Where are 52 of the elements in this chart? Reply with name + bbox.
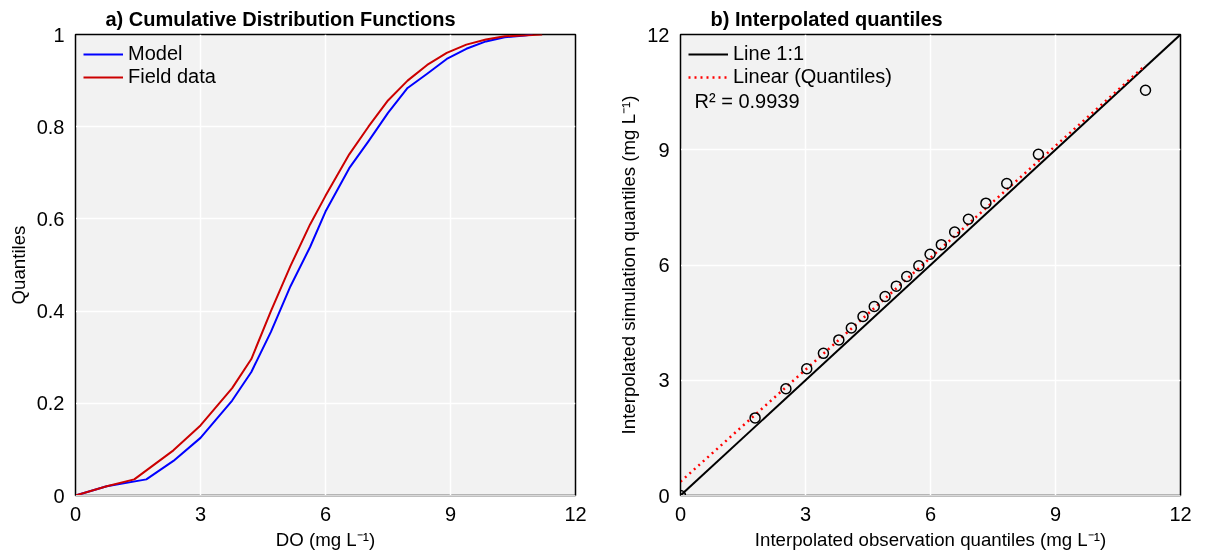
x-tick-label: 9 — [444, 502, 457, 525]
point — [962, 213, 975, 226]
y-tick-label: 0.2 — [36, 392, 65, 415]
x-tick-label: 0 — [69, 502, 82, 525]
annotation: R² = 0.9939 — [694, 89, 800, 112]
point — [780, 382, 792, 395]
point — [833, 334, 845, 346]
x-tick-label: 3 — [799, 502, 812, 525]
point — [980, 197, 992, 209]
chart-title: b) Interpolated quantiles — [710, 7, 943, 30]
chart-title: a) Cumulative Distribution Functions — [105, 7, 456, 30]
point — [801, 362, 813, 375]
y-tick-label: 0.8 — [36, 115, 65, 138]
point — [1139, 84, 1152, 96]
x-axis-title: DO (mg L⁻¹) — [275, 528, 376, 550]
x-tick-label: 12 — [1169, 502, 1192, 525]
x-tick-label: 6 — [924, 502, 937, 525]
x-axis-title: Interpolated observation quantiles (mg L⁻¹) — [754, 528, 1107, 550]
y-tick-label: 1 — [53, 23, 65, 46]
y-tick-label: 0 — [658, 484, 670, 507]
y-tick-label: 0 — [53, 484, 65, 507]
y-tick-label: 0.6 — [36, 207, 65, 230]
point — [879, 290, 891, 303]
point — [857, 310, 869, 323]
y-tick-label: 12 — [647, 23, 670, 46]
legend-label: Line 1:1 — [733, 42, 805, 65]
x-tick-label: 0 — [674, 502, 687, 525]
point — [817, 347, 830, 360]
point — [868, 300, 880, 313]
legend-label: Linear (Quantiles) — [733, 65, 892, 88]
legend-label: Model — [128, 42, 183, 65]
point — [901, 270, 913, 283]
y-tick-label: 3 — [658, 369, 670, 392]
point — [924, 248, 936, 260]
point — [890, 280, 903, 292]
x-tick-label: 6 — [319, 502, 332, 525]
point — [1032, 148, 1045, 161]
point — [749, 412, 761, 424]
y-axis-title: Interpolated simulation quantiles (mg L⁻¹) — [618, 95, 640, 435]
point — [935, 238, 948, 251]
point — [948, 226, 961, 238]
y-tick-label: 9 — [658, 138, 670, 161]
x-tick-label: 9 — [1049, 502, 1062, 525]
y-axis-title: Quantiles — [7, 225, 29, 305]
point — [913, 260, 925, 272]
point — [1001, 177, 1013, 190]
point — [845, 322, 858, 334]
y-tick-label: 6 — [658, 254, 670, 276]
x-tick-label: 12 — [564, 502, 587, 525]
y-tick-label: 0.4 — [36, 300, 65, 323]
x-tick-label: 3 — [194, 502, 207, 525]
legend-label: Field data — [128, 65, 216, 88]
